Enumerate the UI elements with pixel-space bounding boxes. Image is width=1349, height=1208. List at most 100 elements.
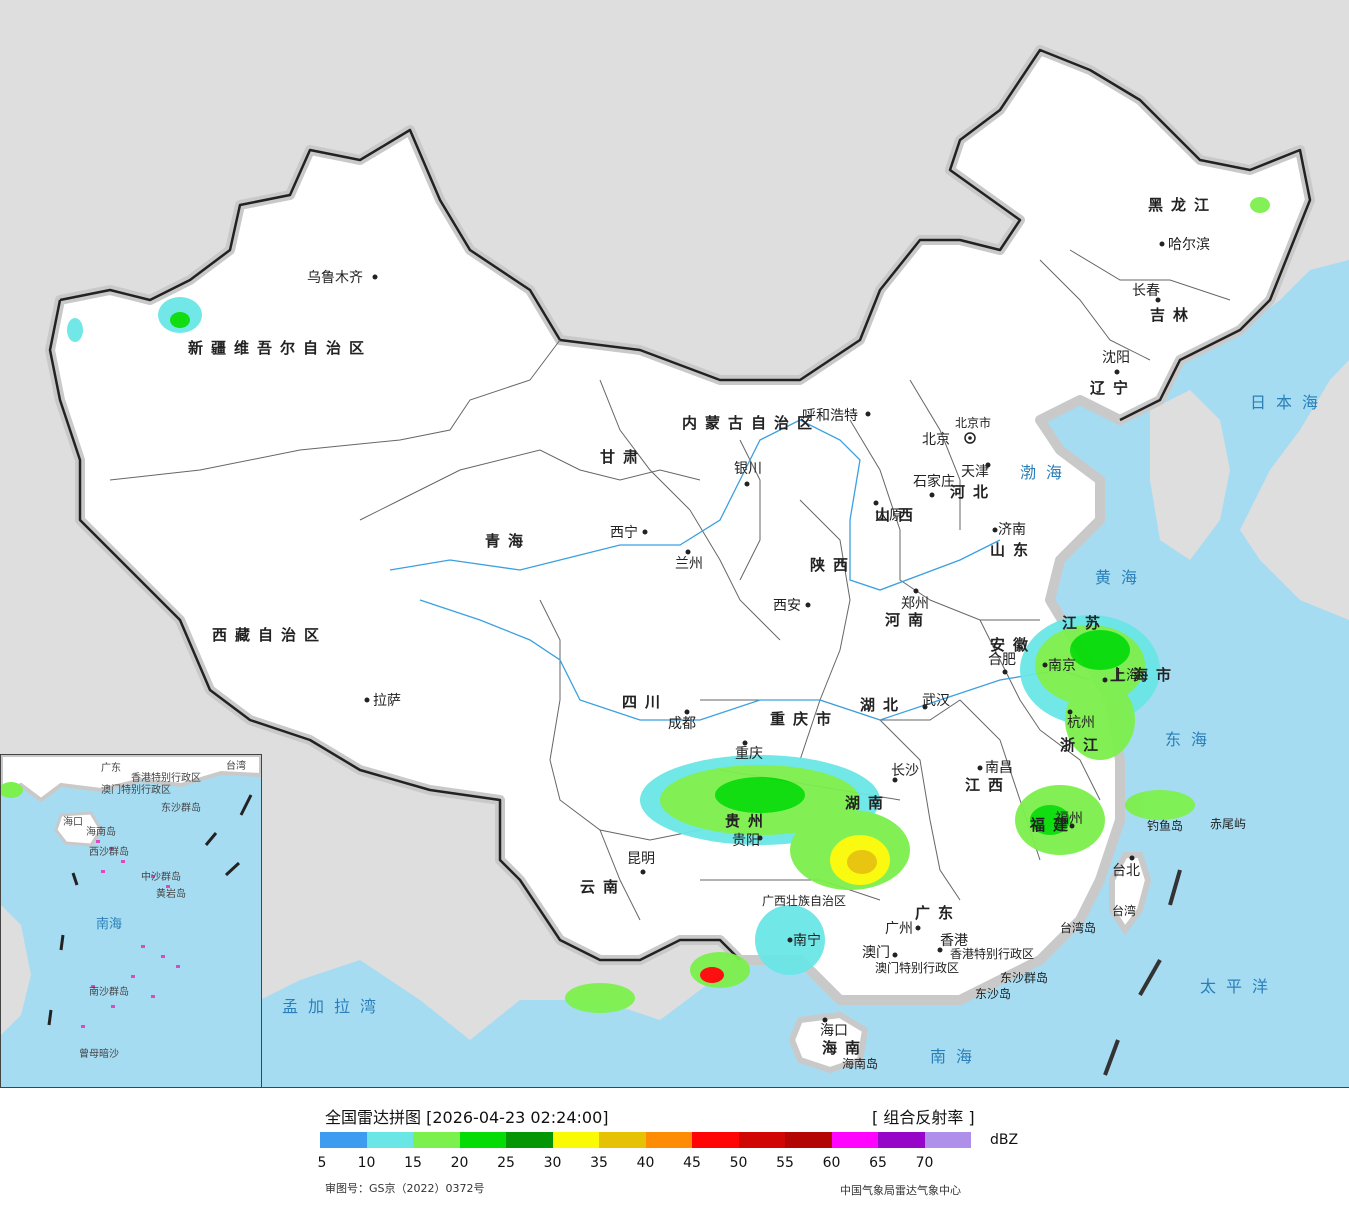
- island-label: 台湾岛: [1060, 920, 1096, 935]
- city-label: 济南: [998, 522, 1026, 538]
- city-label: 长春: [1132, 283, 1160, 299]
- city-dot: [364, 697, 370, 703]
- city-label: 南昌: [985, 760, 1013, 776]
- city-dot: [915, 925, 921, 931]
- city-label: 海口: [820, 1023, 848, 1039]
- map-approval-number: 审图号：GS京（2022）0372号: [325, 1182, 485, 1195]
- city-label: 上海: [1112, 668, 1140, 684]
- city-label: 银川: [734, 461, 762, 477]
- color-swatch: [924, 1132, 971, 1148]
- color-swatch: [413, 1132, 460, 1148]
- city-label: 乌鲁木齐: [307, 270, 363, 286]
- island-label: 东沙岛: [975, 986, 1011, 1001]
- city-label: 西安: [773, 598, 801, 614]
- region-label: 甘肃: [600, 448, 646, 466]
- region-label: 陕西: [810, 556, 856, 574]
- region-label: 湖北: [860, 696, 906, 714]
- island-label: 钓鱼岛: [1147, 818, 1183, 833]
- city-label: 合肥: [988, 652, 1016, 668]
- island-label: 赤尾屿: [1210, 817, 1246, 831]
- city-label: 南京: [1048, 658, 1076, 674]
- inset-label: 澳门特别行政区: [101, 783, 171, 796]
- city-dot: [1129, 855, 1135, 861]
- region-label: 内蒙古自治区: [682, 414, 820, 432]
- city-dot: [922, 704, 928, 710]
- city-dot: [684, 709, 690, 715]
- region-label: 云南: [580, 878, 626, 896]
- japan-land: [1240, 360, 1349, 620]
- city-label: 澳门: [862, 945, 890, 961]
- city-dot: [892, 952, 898, 958]
- inset-label: 海口: [63, 815, 83, 828]
- city-label: 广州: [885, 921, 913, 937]
- region-label: 江苏: [1062, 614, 1108, 632]
- legend-tick-label: 40: [636, 1155, 655, 1171]
- region-label: 湖南: [845, 794, 891, 812]
- legend-title: 全国雷达拼图 [2026-04-23 02:24:00]: [325, 1108, 609, 1127]
- capital-marker: [964, 432, 976, 444]
- city-dot: [744, 481, 750, 487]
- city-label: 哈尔滨: [1168, 237, 1210, 253]
- sea-label: 东海: [1165, 730, 1217, 749]
- rivers: [389, 419, 1091, 721]
- legend-tick-label: 20: [450, 1155, 469, 1171]
- region-label: 福建: [1029, 816, 1076, 834]
- legend-tick-label: 65: [869, 1155, 887, 1171]
- inset-label: 海南岛: [86, 825, 116, 838]
- city-label: 成都: [668, 716, 696, 732]
- city-label: 太原: [875, 508, 903, 524]
- hainan-land: [788, 1011, 869, 1074]
- region-label: 山西: [875, 506, 921, 524]
- city-label: 呼和浩特: [802, 408, 858, 424]
- city-label: 重庆: [735, 746, 763, 762]
- region-label: 四川: [622, 693, 668, 711]
- color-swatch: [459, 1132, 506, 1148]
- city-dot: [937, 947, 943, 953]
- city-label: 北京市: [955, 415, 991, 430]
- island-labels: 钓鱼岛 赤尾屿 台湾岛 东沙群岛 东沙岛 海南岛: [842, 817, 1246, 1071]
- city-dot: [742, 740, 748, 746]
- city-dot: [640, 869, 646, 875]
- radar-echoes: [67, 197, 1270, 1013]
- color-swatch: [738, 1132, 785, 1148]
- sea-label: 南海: [930, 1047, 982, 1066]
- city-label: 兰州: [675, 556, 703, 572]
- legend-panel: 全国雷达拼图 [2026-04-23 02:24:00] [ 组合反射率 ] d…: [0, 1088, 1349, 1208]
- region-label: 河北: [950, 483, 996, 501]
- legend-tick-label: 70: [915, 1155, 934, 1171]
- color-swatch: [552, 1132, 599, 1148]
- color-swatch: [645, 1132, 692, 1148]
- legend-tick-label: 15: [404, 1155, 422, 1171]
- city-label: 昆明: [627, 851, 655, 867]
- city-dot: [1067, 709, 1073, 715]
- taiwan-land: [1109, 852, 1152, 936]
- inset-label: 黄岩岛: [156, 887, 186, 900]
- legend-tick-label: 35: [590, 1155, 608, 1171]
- inset-label: 曾母暗沙: [79, 1047, 119, 1060]
- region-label: 重庆市: [770, 710, 839, 728]
- region-label: 海南: [822, 1039, 868, 1057]
- legend-tick-label: 30: [543, 1155, 562, 1171]
- legend-unit: dBZ: [990, 1132, 1019, 1148]
- city-label: 台北: [1112, 863, 1140, 879]
- inset-label: 西沙群岛: [89, 845, 129, 858]
- city-dot: [805, 602, 811, 608]
- city-label: 武汉: [922, 693, 950, 709]
- legend-tick-label: 45: [683, 1155, 701, 1171]
- city-dot: [685, 549, 691, 555]
- city-dot: [929, 492, 935, 498]
- sea-label: 黄海: [1095, 568, 1147, 587]
- city-label: 福州: [1055, 811, 1083, 827]
- inset-label: 香港特别行政区: [131, 771, 201, 784]
- city-label: 长沙: [891, 763, 919, 779]
- legend-tick-label: 5: [317, 1155, 327, 1171]
- legend-tick-label: 55: [776, 1155, 794, 1171]
- city-dot: [372, 274, 378, 280]
- city-label: 拉萨: [373, 693, 401, 709]
- inset-label: 台湾: [226, 759, 246, 772]
- national-border: [48, 48, 1312, 962]
- region-label: 西藏自治区: [212, 626, 327, 644]
- city-markers: 乌鲁木齐 拉萨 西宁 兰州 银川 呼和浩特 北京 北京市 天津 石家庄 太原 济…: [307, 237, 1210, 1039]
- legend-tick-label: 50: [729, 1155, 748, 1171]
- region-label: 安徽: [990, 636, 1036, 654]
